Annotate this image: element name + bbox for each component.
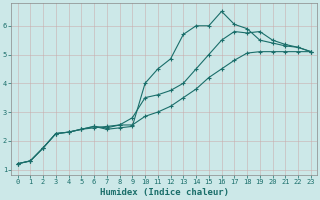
X-axis label: Humidex (Indice chaleur): Humidex (Indice chaleur) bbox=[100, 188, 229, 197]
